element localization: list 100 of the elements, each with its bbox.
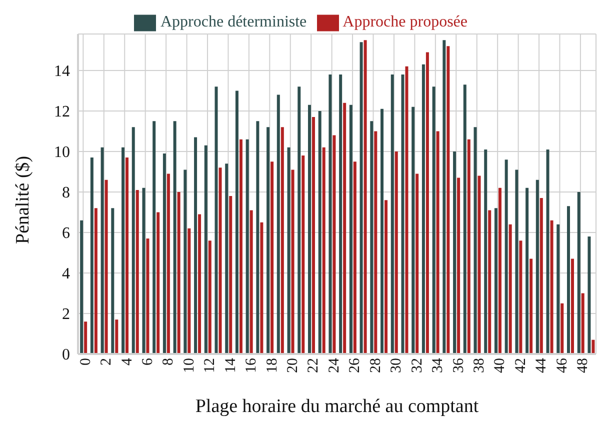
bar: [384, 200, 388, 354]
legend-label: Approche proposée: [342, 14, 468, 31]
x-tick-label: 18: [264, 358, 280, 373]
bar: [287, 147, 290, 354]
bar: [188, 228, 191, 354]
x-tick-label: 6: [140, 358, 156, 366]
bar: [394, 151, 398, 354]
bar: [136, 190, 139, 354]
bar: [592, 340, 595, 354]
bar: [484, 149, 488, 354]
bar: [214, 86, 218, 354]
bar: [90, 158, 94, 354]
bar: [422, 64, 425, 354]
bar: [198, 214, 202, 354]
bar: [540, 198, 543, 354]
bar: [546, 149, 550, 354]
bar: [142, 188, 146, 354]
bar: [519, 240, 522, 354]
bar: [322, 147, 326, 354]
bar: [570, 258, 574, 354]
y-tick-label: 12: [54, 104, 70, 121]
x-tick-label: 0: [78, 358, 94, 366]
bar: [467, 139, 470, 354]
bar: [364, 40, 367, 354]
bar: [312, 117, 315, 354]
x-tick-label: 30: [388, 358, 405, 373]
x-tick-label: 14: [222, 358, 239, 373]
bar: [152, 121, 156, 354]
bar: [218, 168, 222, 354]
bar: [446, 46, 450, 354]
bar: [104, 180, 108, 354]
bar: [515, 170, 518, 354]
bar: [239, 139, 242, 354]
x-tick-label: 28: [368, 358, 384, 373]
bar: [526, 188, 529, 354]
bar: [80, 220, 84, 354]
x-tick-label: 24: [326, 358, 342, 373]
bar: [588, 236, 591, 354]
bar: [556, 224, 560, 354]
bar: [401, 74, 404, 354]
bar: [463, 84, 466, 354]
bar: [343, 102, 346, 354]
bar: [339, 74, 342, 354]
bar: [291, 170, 294, 354]
bar: [100, 147, 104, 354]
bar: [132, 127, 135, 354]
bar: [416, 174, 419, 354]
bar: [494, 208, 498, 354]
bar: [184, 170, 187, 354]
y-axis-title: Pénalité ($): [12, 156, 34, 244]
y-tick-label: 6: [62, 225, 70, 242]
bar: [302, 156, 305, 354]
bar: [498, 188, 502, 354]
bar: [442, 40, 446, 354]
bar: [276, 94, 280, 354]
x-tick-label: 36: [450, 358, 467, 373]
x-tick-label: 42: [512, 358, 529, 373]
bar: [266, 127, 270, 354]
bar: [374, 131, 378, 354]
bar: [508, 224, 512, 354]
bar: [126, 158, 129, 354]
bar: [308, 104, 311, 354]
x-tick-label: 8: [160, 358, 177, 366]
bar: [349, 104, 352, 354]
bar: [270, 162, 274, 354]
x-axis-title: Plage horaire du marché au comptant: [195, 396, 480, 417]
bar: [405, 66, 408, 354]
x-tick-label: 2: [98, 358, 115, 366]
y-tick-label: 2: [62, 306, 70, 324]
bar: [390, 74, 394, 354]
bar: [280, 127, 284, 354]
bar: [204, 145, 208, 354]
bar: [115, 320, 118, 354]
bar: [162, 153, 166, 354]
legend-label: Approche déterministe: [160, 14, 307, 31]
bar: [353, 162, 356, 354]
x-tick-label: 26: [347, 358, 364, 373]
x-tick-label: 40: [492, 358, 508, 373]
bar: [208, 240, 212, 354]
bar: [235, 90, 238, 354]
x-tick-label: 44: [534, 358, 550, 373]
bar: [246, 139, 249, 354]
bar: [457, 178, 460, 354]
x-tick-label: 32: [409, 358, 426, 373]
x-tick-label: 34: [430, 358, 446, 373]
y-tick-label: 10: [54, 144, 70, 162]
y-tick-label: 4: [62, 266, 70, 283]
bar: [478, 176, 481, 354]
bar: [229, 196, 232, 354]
y-tick-label: 8: [62, 184, 70, 202]
x-tick-label: 20: [285, 358, 302, 373]
bar: [581, 293, 584, 354]
bar: [194, 137, 198, 354]
x-tick-label: 22: [306, 358, 322, 373]
bar: [146, 238, 150, 354]
bar: [111, 208, 114, 354]
bar: [504, 160, 508, 354]
bar: [566, 206, 570, 354]
bar: [225, 164, 228, 354]
bar: [173, 121, 176, 354]
